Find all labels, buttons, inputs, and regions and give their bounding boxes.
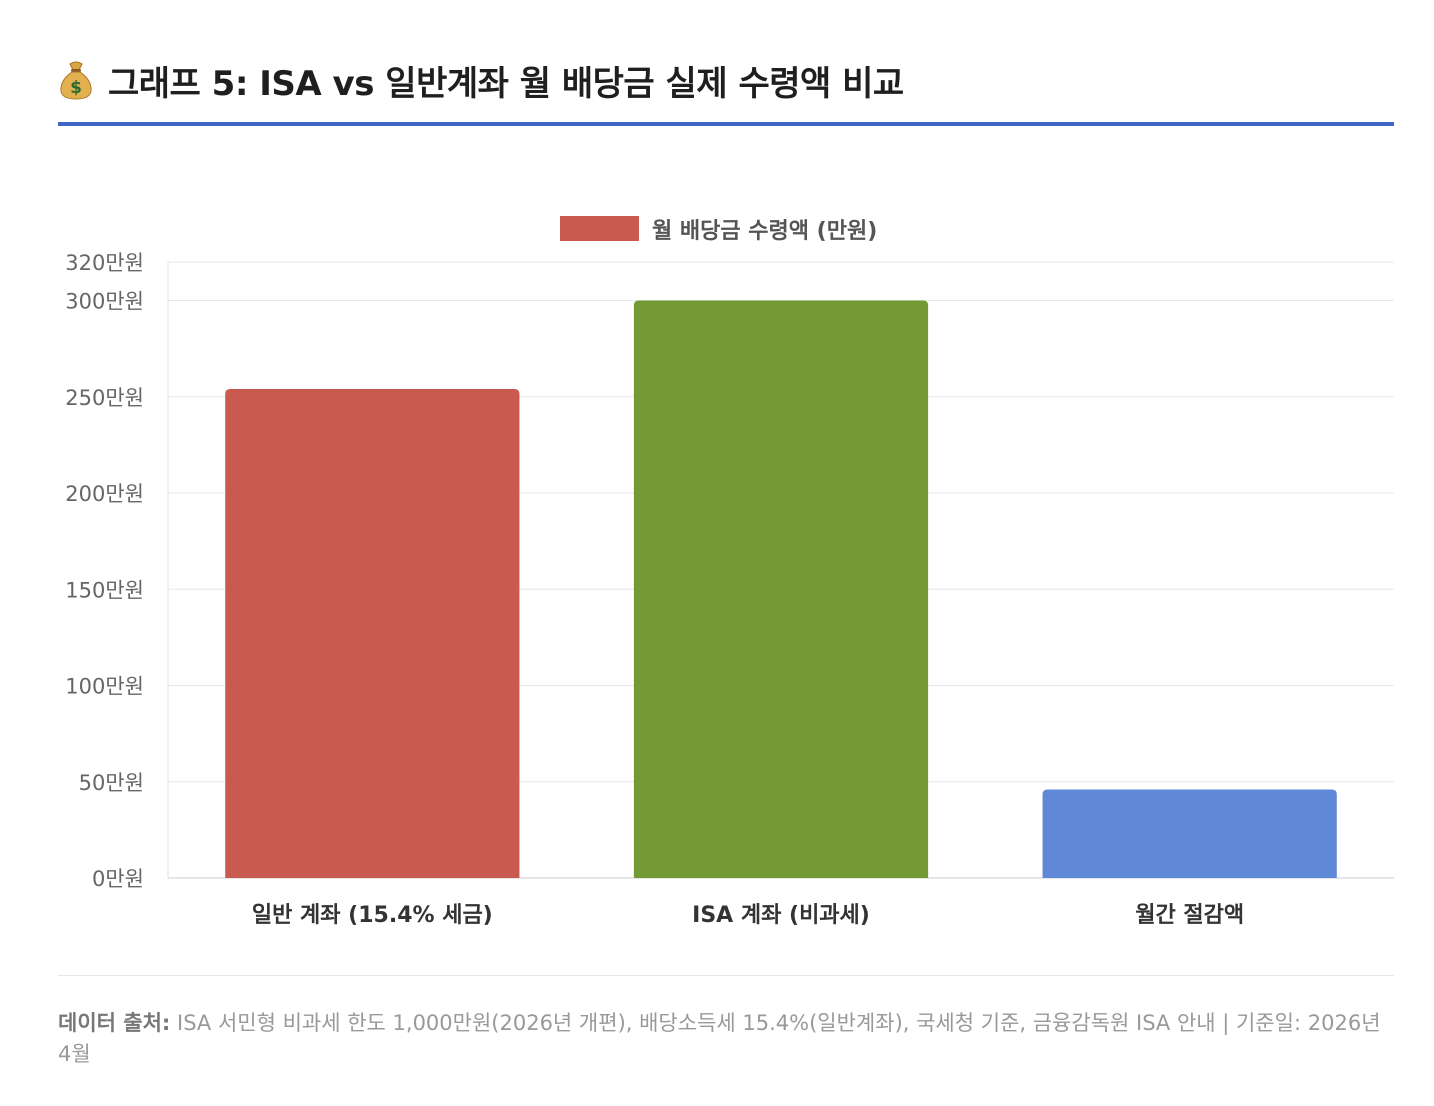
- money-bag-icon: $: [60, 61, 92, 100]
- bar: [225, 389, 520, 878]
- legend-label: 월 배당금 수령액 (만원): [652, 219, 877, 244]
- source-label: 데이터 출처:: [58, 1011, 171, 1035]
- bar-chart: 0만원 50만원 100만원 150만원 200만원 250만원 300만원 320만원 일반…: [65, 216, 1394, 928]
- y-tick-label: 0만원: [92, 867, 144, 891]
- header: $ 그래프 5: ISA vs 일반계좌 월 배당금 실제 수령액 비교: [58, 50, 1394, 110]
- title-underline: [58, 122, 1394, 126]
- svg-text:$: $: [70, 78, 82, 98]
- legend-swatch: [560, 216, 639, 241]
- x-tick-label: ISA 계좌 (비과세): [692, 903, 870, 928]
- bar: [633, 300, 929, 878]
- y-tick-label: 300만원: [65, 290, 144, 314]
- x-axis-ticks: 일반 계좌 (15.4% 세금) ISA 계좌 (비과세) 월간 절감액: [252, 903, 1244, 928]
- y-tick-label: 320만원: [65, 251, 144, 275]
- bars: [225, 300, 1337, 878]
- x-tick-label: 월간 절감액: [1135, 903, 1244, 928]
- legend: 월 배당금 수령액 (만원): [560, 216, 877, 244]
- y-tick-label: 200만원: [65, 482, 144, 506]
- y-tick-label: 50만원: [79, 771, 144, 795]
- x-tick-label: 일반 계좌 (15.4% 세금): [252, 903, 493, 928]
- data-source: 데이터 출처: ISA 서민형 비과세 한도 1,000만원(2026년 개편)…: [58, 1008, 1394, 1070]
- footer-divider: [58, 975, 1394, 976]
- y-axis-ticks: 0만원 50만원 100만원 150만원 200만원 250만원 300만원 320만원: [65, 251, 144, 891]
- y-tick-label: 250만원: [65, 386, 144, 410]
- y-tick-label: 100만원: [65, 675, 144, 699]
- page-title: 그래프 5: ISA vs 일반계좌 월 배당금 실제 수령액 비교: [108, 63, 904, 104]
- source-text: ISA 서민형 비과세 한도 1,000만원(2026년 개편), 배당소득세 …: [58, 1011, 1381, 1066]
- y-tick-label: 150만원: [65, 578, 144, 602]
- bar: [1042, 789, 1337, 878]
